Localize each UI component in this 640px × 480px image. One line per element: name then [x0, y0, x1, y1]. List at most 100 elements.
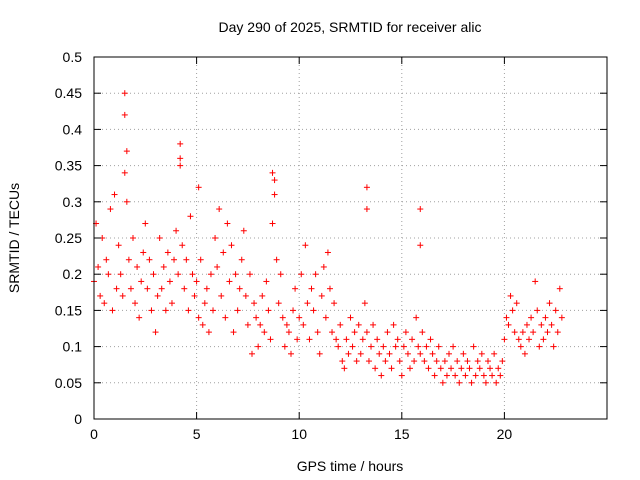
data-point [185, 307, 192, 314]
data-point [493, 379, 500, 386]
data-point [468, 379, 475, 386]
data-point [519, 329, 526, 336]
data-point [413, 314, 420, 321]
data-point [162, 307, 169, 314]
data-point [407, 365, 414, 372]
data-point [409, 336, 416, 343]
data-point [168, 300, 175, 307]
data-point [484, 358, 491, 365]
data-point [279, 314, 286, 321]
data-point [191, 292, 198, 299]
data-point [183, 256, 190, 263]
data-point [376, 350, 383, 357]
data-point [532, 278, 539, 285]
data-point [123, 148, 130, 155]
data-point [480, 372, 487, 379]
data-point [218, 292, 225, 299]
data-point [253, 314, 260, 321]
data-point [497, 372, 504, 379]
data-point [121, 111, 128, 118]
data-point [205, 329, 212, 336]
data-point [123, 198, 130, 205]
data-point [359, 336, 366, 343]
data-point [109, 307, 116, 314]
x-tick-labels: 0 5 10 15 20 [90, 426, 512, 442]
data-point [550, 343, 557, 350]
data-point [361, 300, 368, 307]
data-point [179, 242, 186, 249]
y-tick-label: 0.3 [63, 194, 83, 210]
data-point [285, 329, 292, 336]
data-point [378, 372, 385, 379]
data-point [195, 184, 202, 191]
data-point [384, 329, 391, 336]
data-point [528, 314, 535, 321]
data-point [365, 358, 372, 365]
data-point [322, 314, 329, 321]
data-point [456, 379, 463, 386]
data-point [246, 271, 253, 278]
data-point [542, 314, 549, 321]
data-point [421, 358, 428, 365]
data-point [443, 372, 450, 379]
data-point [474, 358, 481, 365]
data-point [294, 336, 301, 343]
data-point [452, 372, 459, 379]
data-point [226, 278, 233, 285]
data-point [300, 321, 307, 328]
data-point [489, 372, 496, 379]
data-point [152, 329, 159, 336]
data-point [177, 162, 184, 169]
x-axis-label: GPS time / hours [297, 458, 404, 474]
data-point [95, 263, 102, 270]
data-point [390, 321, 397, 328]
data-point [271, 191, 278, 198]
data-point [482, 379, 489, 386]
data-point [363, 206, 370, 213]
data-point [271, 177, 278, 184]
data-point [310, 307, 317, 314]
data-point [140, 249, 147, 256]
data-points [91, 90, 565, 386]
data-point [337, 321, 344, 328]
data-point [374, 336, 381, 343]
data-point [212, 235, 219, 241]
data-point [228, 242, 235, 249]
data-point [314, 329, 321, 336]
data-point [445, 350, 452, 357]
data-point [298, 271, 305, 278]
data-point [464, 358, 471, 365]
y-tick-label: 0.25 [55, 230, 82, 246]
data-point [513, 300, 520, 307]
data-point [269, 169, 276, 176]
data-point [171, 256, 178, 263]
data-point [129, 235, 136, 241]
data-point [199, 321, 206, 328]
data-point [554, 329, 561, 336]
data-point [433, 358, 440, 365]
data-point [472, 372, 479, 379]
data-point [119, 292, 126, 299]
data-point [372, 365, 379, 372]
data-point [125, 256, 132, 263]
data-point [509, 307, 516, 314]
data-point [431, 372, 438, 379]
data-point [144, 285, 151, 292]
data-point [318, 292, 325, 299]
data-point [517, 343, 524, 350]
data-point [154, 292, 161, 299]
data-point [134, 263, 141, 270]
data-point [439, 379, 446, 386]
data-point [335, 343, 342, 350]
data-point [111, 191, 118, 198]
data-point [175, 271, 182, 278]
data-point [138, 278, 145, 285]
data-point [316, 350, 323, 357]
data-point [503, 314, 510, 321]
data-point [173, 227, 180, 234]
data-point [501, 336, 508, 343]
x-tick-label: 0 [90, 426, 98, 442]
data-point [146, 256, 153, 263]
data-point [232, 271, 239, 278]
data-point [478, 350, 485, 357]
